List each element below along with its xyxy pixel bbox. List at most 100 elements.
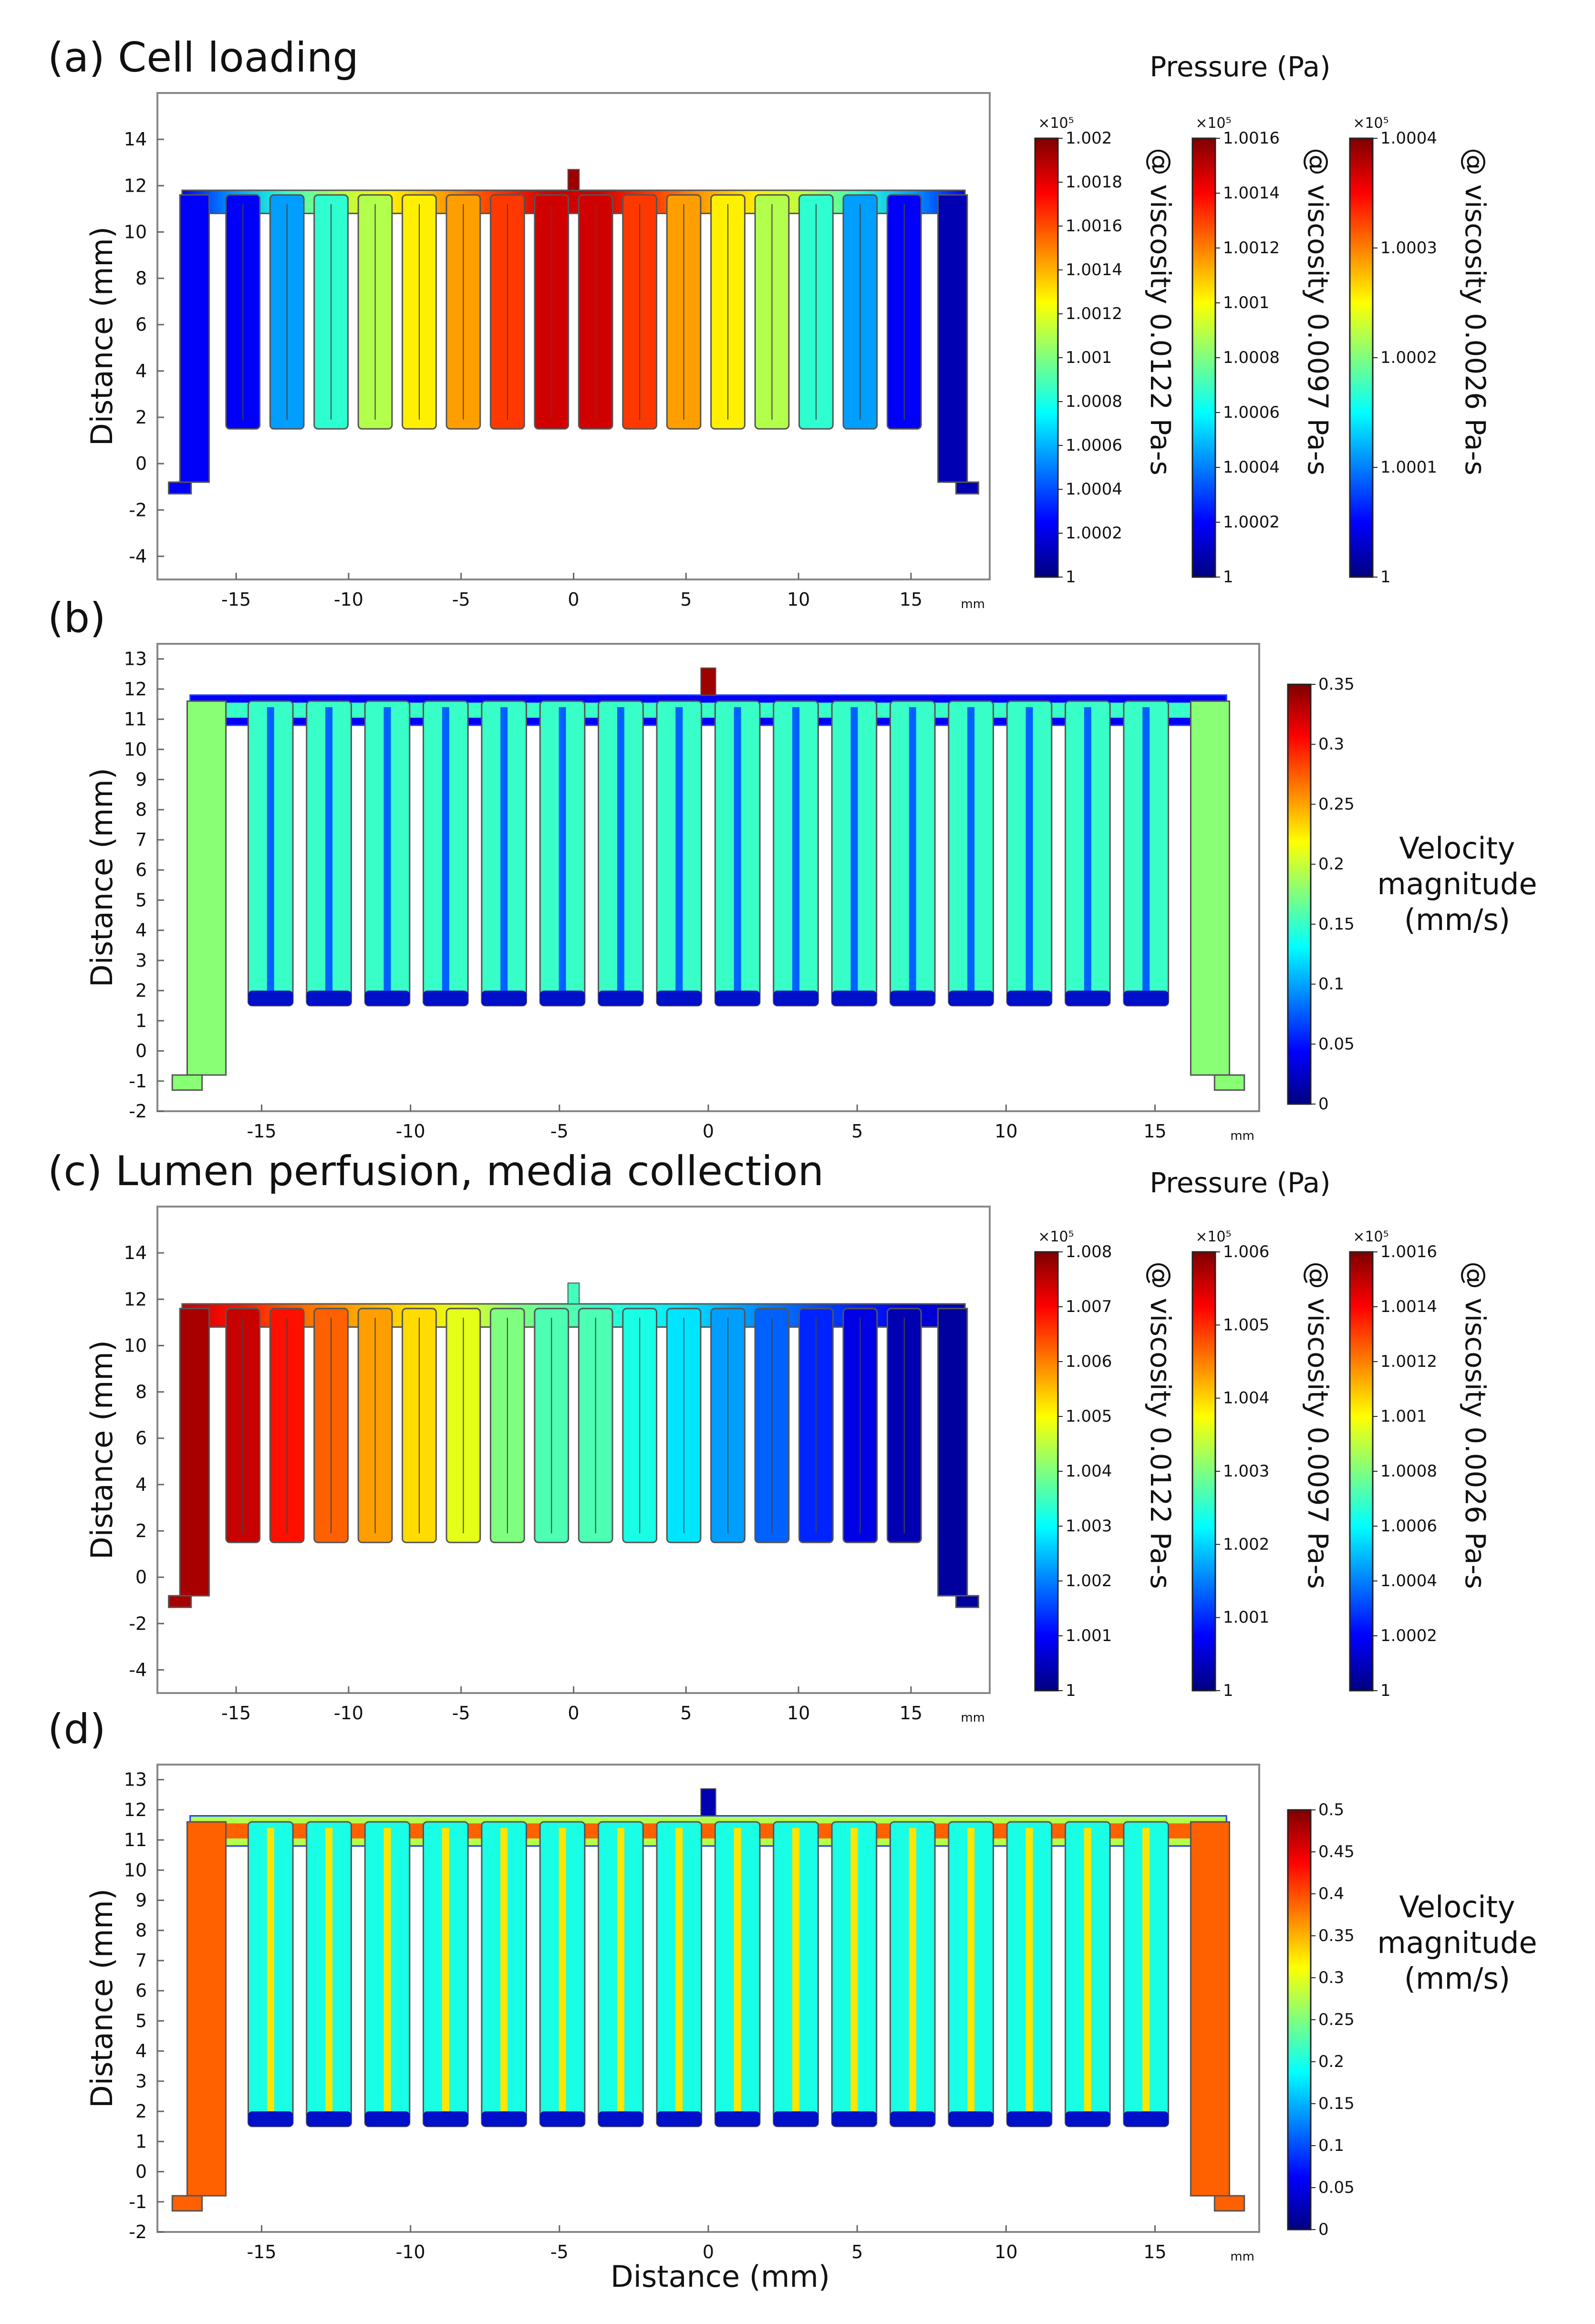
panel-b-finger-centerline bbox=[559, 707, 566, 991]
panel-d-y-tick-label: 11 bbox=[124, 1829, 147, 1850]
panel-d-x-unit: mm bbox=[1230, 2250, 1254, 2264]
colorbar-c-2-multiplier: ×10⁵ bbox=[1195, 1229, 1231, 1245]
panel-d-y-tick-label: 10 bbox=[124, 1859, 147, 1880]
velocity-label-b-1: Velocity bbox=[1399, 831, 1515, 866]
colorbar-a-2-tick-label: 1 bbox=[1223, 568, 1233, 587]
colorbar-a-2-tick-label: 1.0014 bbox=[1223, 184, 1280, 203]
colorbar-d-tick-label: 0.15 bbox=[1318, 2094, 1355, 2113]
colorbar-c-3-tick-label: 1.0002 bbox=[1380, 1626, 1437, 1645]
panel-c-y-tick-label: -2 bbox=[129, 1613, 147, 1634]
panel-b-finger-centerline bbox=[734, 707, 741, 991]
panel-b-finger-tip bbox=[423, 991, 468, 1006]
panel-d-finger-tip bbox=[948, 2111, 994, 2127]
colorbar-d-tick-label: 0.35 bbox=[1318, 1926, 1355, 1945]
panel-b-finger-tip bbox=[540, 991, 585, 1006]
panel-d-port-left bbox=[171, 2195, 203, 2212]
panel-b-y-tick-label: 1 bbox=[135, 1010, 147, 1031]
panel-c-x-tick-label: 15 bbox=[900, 1703, 922, 1724]
panel-b-x-tick-label: -15 bbox=[247, 1121, 276, 1142]
colorbar-a-1-tick-label: 1.0014 bbox=[1066, 260, 1122, 279]
colorbar-c-2-tick-label: 1.006 bbox=[1223, 1242, 1269, 1261]
panel-b-finger-tip bbox=[481, 991, 527, 1006]
panel-a-y-tick-label: 2 bbox=[135, 407, 147, 428]
colorbar-c-3-tick-label: 1.0014 bbox=[1380, 1297, 1437, 1316]
panel-d-finger-tip bbox=[1007, 2111, 1052, 2127]
velocity-label-d-1: Velocity bbox=[1399, 1890, 1515, 1924]
panel-a-port-left bbox=[168, 481, 192, 495]
panel-d-finger-tip bbox=[598, 2111, 643, 2127]
panel-a-x-tick-label: 5 bbox=[680, 589, 692, 610]
colorbar-c-3-tick-label: 1.0004 bbox=[1380, 1571, 1437, 1591]
colorbar-a-3-tick-label: 1.0003 bbox=[1380, 238, 1437, 258]
panel-d-y-tick-label: 6 bbox=[135, 1980, 147, 2001]
panel-d-finger-centerline bbox=[500, 1828, 508, 2112]
panel-d-x-tick-label: 5 bbox=[851, 2241, 863, 2262]
colorbar-c-2-tick-label: 1.005 bbox=[1223, 1315, 1269, 1334]
panel-b-y-axis-label: Distance (mm) bbox=[84, 768, 119, 987]
colorbar-c-2-tick-label: 1.003 bbox=[1223, 1462, 1269, 1481]
colorbar-b-tick-label: 0.05 bbox=[1318, 1034, 1355, 1054]
panel-b-finger-centerline bbox=[267, 707, 274, 991]
velocity-label-b-2: magnitude bbox=[1377, 867, 1537, 901]
colorbar-b-tick-label: 0.3 bbox=[1318, 735, 1344, 754]
panel-b-x-tick-label: 15 bbox=[1143, 1121, 1166, 1142]
pressure-label-a: Pressure (Pa) bbox=[1150, 51, 1330, 83]
panel-a-port-right bbox=[955, 481, 979, 495]
panel-b-y-tick-label: 0 bbox=[135, 1041, 147, 1062]
panel-b-port-right bbox=[1213, 1074, 1245, 1091]
colorbar-a-2-viscosity-label: @ viscosity 0.0097 Pa-s bbox=[1302, 148, 1334, 475]
panel-b-y-tick-label: 6 bbox=[135, 859, 147, 880]
panel-a-inlet bbox=[567, 169, 580, 191]
panel-b-port-left bbox=[171, 1074, 203, 1091]
colorbar-c-3-tick-label: 1.0016 bbox=[1380, 1242, 1437, 1261]
colorbar-a-2-tick-label: 1.0016 bbox=[1223, 129, 1280, 148]
panel-b-finger-tip bbox=[365, 991, 410, 1006]
colorbar-c-2-tick-label: 1.004 bbox=[1223, 1389, 1269, 1408]
panel-d-finger-centerline bbox=[792, 1828, 800, 2112]
colorbar-c-1-tick-label: 1.003 bbox=[1066, 1517, 1112, 1536]
panel-d-finger-tip bbox=[656, 2111, 702, 2127]
colorbar-c-1-multiplier: ×10⁵ bbox=[1038, 1229, 1074, 1245]
colorbar-c-1-tick-label: 1.008 bbox=[1066, 1242, 1112, 1261]
panel-d-x-tick-label: -5 bbox=[550, 2241, 569, 2262]
colorbar-a-3-multiplier: ×10⁵ bbox=[1353, 115, 1388, 132]
panel-d-leg-left bbox=[186, 1821, 227, 2197]
colorbar-a-2-bar bbox=[1191, 137, 1216, 578]
panel-b-y-tick-label: 11 bbox=[124, 709, 147, 730]
colorbar-c-3-tick-label: 1 bbox=[1380, 1681, 1391, 1700]
panel-c-y-tick-label: -4 bbox=[129, 1659, 147, 1680]
panel-c-x-tick-label: -5 bbox=[452, 1703, 470, 1724]
panel-b-finger-centerline bbox=[1025, 707, 1033, 991]
panel-a-leg-left bbox=[179, 194, 210, 483]
panel-b-finger-tip bbox=[1007, 991, 1052, 1006]
colorbar-a-1-multiplier: ×10⁵ bbox=[1038, 115, 1074, 132]
panel-d-finger-centerline bbox=[1025, 1828, 1033, 2112]
colorbar-c-3-viscosity-label: @ viscosity 0.0026 Pa-s bbox=[1459, 1261, 1491, 1589]
panel-d-y-tick-label: 1 bbox=[135, 2131, 147, 2152]
panel-b-finger-centerline bbox=[675, 707, 683, 991]
panel-d-finger-tip bbox=[248, 2111, 293, 2127]
panel-a-leg-right bbox=[937, 194, 968, 483]
colorbar-c-1-tick-label: 1.007 bbox=[1066, 1297, 1112, 1316]
x-axis-label: Distance (mm) bbox=[611, 2259, 830, 2294]
panel-b-finger-centerline bbox=[792, 707, 800, 991]
panel-d-header: (d) bbox=[48, 1705, 106, 1753]
panel-d-finger-tip bbox=[481, 2111, 527, 2127]
colorbar-a-2-tick-label: 1.0012 bbox=[1223, 238, 1280, 258]
panel-b-y-tick-label: 12 bbox=[124, 679, 147, 700]
panel-d-y-tick-label: 12 bbox=[124, 1799, 147, 1820]
colorbar-a-1-tick-label: 1.0008 bbox=[1066, 392, 1122, 411]
panel-a-y-axis-label: Distance (mm) bbox=[84, 227, 119, 446]
panel-c-plot: -15 -10 -5 0 5 10 15 -4 -2 0 2 4 6 8 10 12 14 mm Distance … bbox=[84, 1206, 991, 1725]
panel-a-y-tick-label: 4 bbox=[135, 361, 147, 382]
panel-b-plot: -15 -10 -5 0 5 10 15-2-1012345678910111213mmDi… bbox=[84, 643, 1260, 1143]
panel-d-finger-centerline bbox=[325, 1828, 333, 2112]
panel-b-finger-centerline bbox=[617, 707, 624, 991]
panel-d-finger-tip bbox=[773, 2111, 818, 2127]
panel-d-finger-centerline bbox=[675, 1828, 683, 2112]
panel-d-finger-tip bbox=[540, 2111, 585, 2127]
panel-c-y-tick-label: 8 bbox=[135, 1382, 147, 1403]
panel-b-finger-centerline bbox=[1084, 707, 1091, 991]
panel-c-inlet bbox=[567, 1282, 580, 1304]
panel-b-x-tick-label: 10 bbox=[994, 1121, 1017, 1142]
